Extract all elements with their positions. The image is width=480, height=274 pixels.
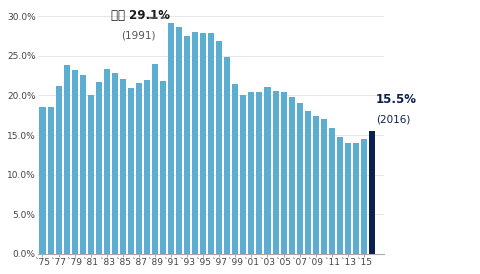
Bar <box>168 23 174 254</box>
Bar <box>63 65 70 254</box>
Bar <box>288 97 294 254</box>
Text: (1991): (1991) <box>121 31 156 41</box>
Bar <box>256 92 262 254</box>
Bar <box>272 91 278 254</box>
Bar <box>160 81 166 254</box>
Bar <box>208 33 214 254</box>
Bar <box>232 84 238 254</box>
Bar <box>72 70 77 254</box>
Bar <box>128 88 133 254</box>
Bar <box>39 107 46 254</box>
Bar <box>224 57 230 254</box>
Bar <box>304 110 310 254</box>
Bar <box>328 128 334 254</box>
Text: 최대 29.1%: 최대 29.1% <box>110 9 169 22</box>
Bar <box>248 92 254 254</box>
Text: 15.5%: 15.5% <box>375 93 416 106</box>
Bar <box>104 68 109 254</box>
Bar <box>111 73 118 254</box>
Bar <box>120 79 126 254</box>
Bar <box>296 103 302 254</box>
Bar <box>280 92 286 254</box>
Bar <box>192 32 198 254</box>
Bar <box>368 131 374 254</box>
Bar <box>336 137 342 254</box>
Bar <box>320 119 326 254</box>
Bar <box>48 107 53 254</box>
Bar <box>352 143 358 254</box>
Bar <box>360 139 366 254</box>
Bar <box>264 87 270 254</box>
Bar <box>55 86 61 254</box>
Bar <box>136 83 142 254</box>
Text: (2016): (2016) <box>375 114 409 124</box>
Bar <box>344 143 350 254</box>
Bar <box>312 116 318 254</box>
Bar <box>152 64 157 254</box>
Bar <box>216 41 222 254</box>
Bar <box>144 81 150 254</box>
Bar <box>176 27 182 254</box>
Bar <box>184 36 190 254</box>
Bar <box>96 82 102 254</box>
Bar <box>87 95 94 254</box>
Bar <box>200 33 206 254</box>
Bar <box>80 75 85 254</box>
Bar <box>240 96 246 254</box>
